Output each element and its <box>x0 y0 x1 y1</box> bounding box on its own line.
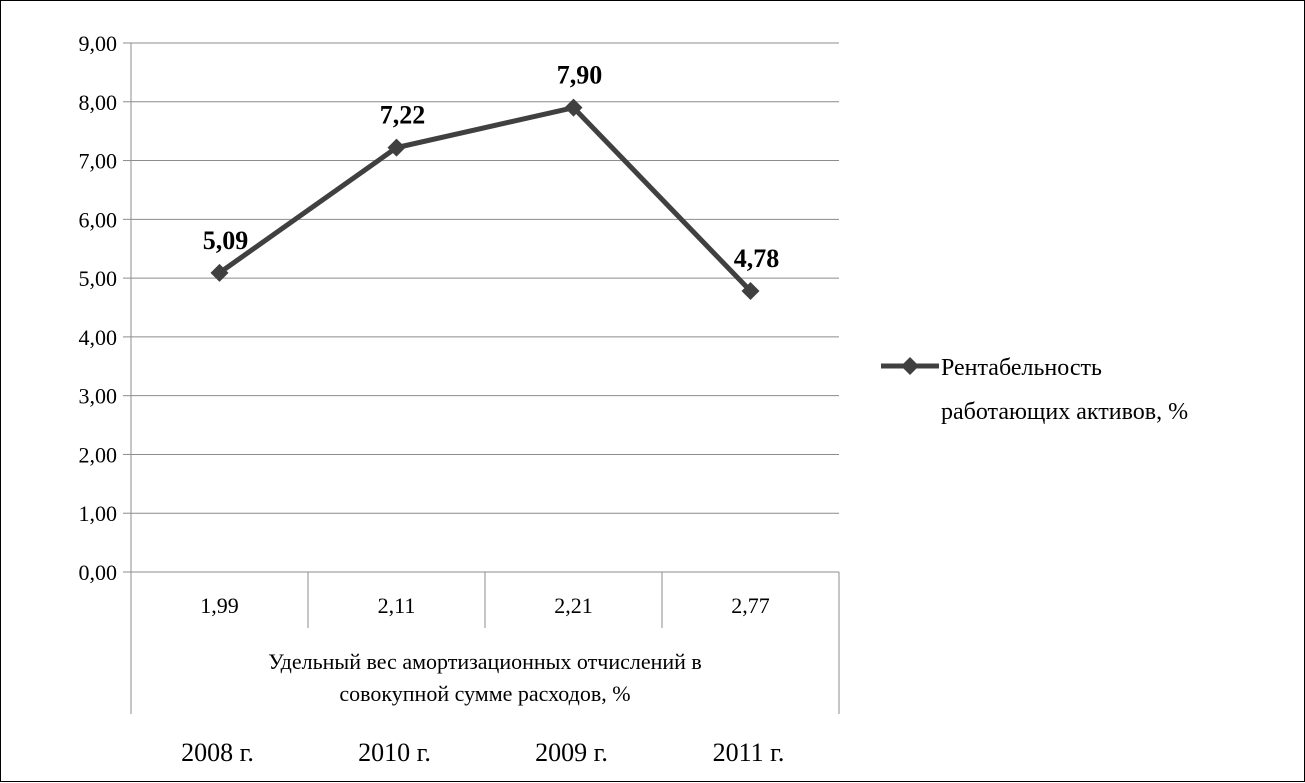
data-point-marker <box>564 98 583 117</box>
data-label: 7,90 <box>557 61 603 90</box>
y-tick-label: 5,00 <box>79 266 118 291</box>
y-tick-label: 7,00 <box>79 149 118 174</box>
y-tick-label: 2,00 <box>79 442 118 467</box>
x-tick-label: 2,21 <box>554 593 593 618</box>
data-label: 7,22 <box>380 101 426 130</box>
legend: Рентабельность работающих активов, % <box>881 355 1188 425</box>
data-label: 5,09 <box>203 226 249 255</box>
y-tick-label: 8,00 <box>79 90 118 115</box>
y-tick-label: 1,00 <box>79 501 118 526</box>
year-label: 2010 г. <box>358 738 431 767</box>
data-point-marker <box>387 138 406 157</box>
data-point-marker <box>210 263 229 282</box>
legend-marker <box>901 357 919 375</box>
y-tick-label: 0,00 <box>79 560 118 585</box>
series-line <box>218 105 753 293</box>
axes <box>123 42 840 714</box>
y-tick-label: 3,00 <box>79 384 118 409</box>
series-layer <box>210 98 760 301</box>
y-tick-label: 6,00 <box>79 207 118 232</box>
x-axis-title: совокупной сумме расходов, % <box>339 681 630 706</box>
year-label: 2011 г. <box>713 738 785 767</box>
year-label: 2008 г. <box>181 738 254 767</box>
year-label: 2009 г. <box>535 738 608 767</box>
labels: 0,00 1,00 2,00 3,00 4,00 5,00 6,00 7,00 8,00 9,00… <box>79 31 785 767</box>
x-tick-label: 2,77 <box>731 593 770 618</box>
y-tick-label: 4,00 <box>79 325 118 350</box>
y-tick-label: 9,00 <box>79 31 118 56</box>
data-label: 4,78 <box>734 244 780 273</box>
gridlines <box>131 42 839 573</box>
legend-label: работающих активов, % <box>941 399 1188 425</box>
x-tick-label: 1,99 <box>200 593 239 618</box>
x-tick-label: 2,11 <box>378 593 416 618</box>
legend-label: Рентабельность <box>941 355 1102 381</box>
x-axis-title: Удельный вес амортизационных отчислений … <box>268 649 702 674</box>
data-point-marker <box>741 282 760 301</box>
